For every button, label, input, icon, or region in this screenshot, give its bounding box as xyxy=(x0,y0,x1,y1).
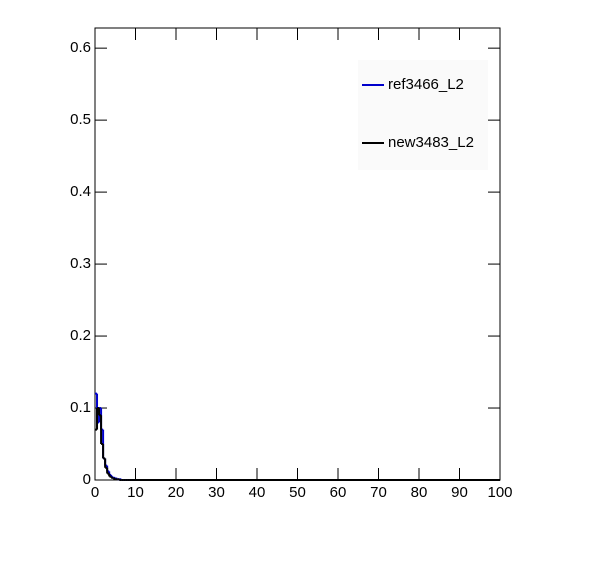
x-tick-label: 80 xyxy=(411,484,428,501)
y-tick-label: 0.4 xyxy=(70,183,91,200)
x-tick-label: 20 xyxy=(168,484,185,501)
y-tick-label: 0.5 xyxy=(70,111,91,128)
x-tick-label: 40 xyxy=(249,484,266,501)
y-tick-label: 0.1 xyxy=(70,399,91,416)
x-tick-label: 0 xyxy=(91,484,99,501)
legend-label: new3483_L2 xyxy=(388,134,474,151)
x-tick-label: 50 xyxy=(289,484,306,501)
x-tick-label: 100 xyxy=(487,484,512,501)
y-tick-label: 0.6 xyxy=(70,39,91,56)
x-tick-label: 70 xyxy=(370,484,387,501)
x-tick-label: 30 xyxy=(208,484,225,501)
y-tick-label: 0 xyxy=(83,471,91,488)
x-tick-label: 60 xyxy=(330,484,347,501)
legend-label: ref3466_L2 xyxy=(388,76,464,93)
x-tick-label: 90 xyxy=(451,484,468,501)
y-tick-label: 0.2 xyxy=(70,327,91,344)
x-tick-label: 10 xyxy=(127,484,144,501)
legend xyxy=(358,60,488,170)
y-tick-label: 0.3 xyxy=(70,255,91,272)
